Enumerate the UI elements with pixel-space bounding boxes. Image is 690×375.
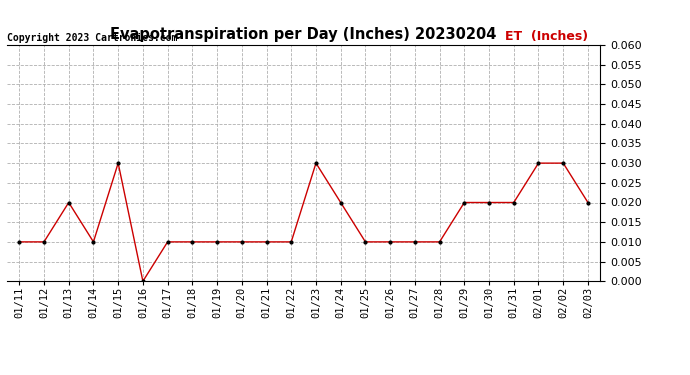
Title: Evapotranspiration per Day (Inches) 20230204: Evapotranspiration per Day (Inches) 2023…	[110, 27, 497, 42]
Text: Copyright 2023 Cartronics.com: Copyright 2023 Cartronics.com	[7, 33, 177, 43]
Text: ET  (Inches): ET (Inches)	[505, 30, 589, 43]
